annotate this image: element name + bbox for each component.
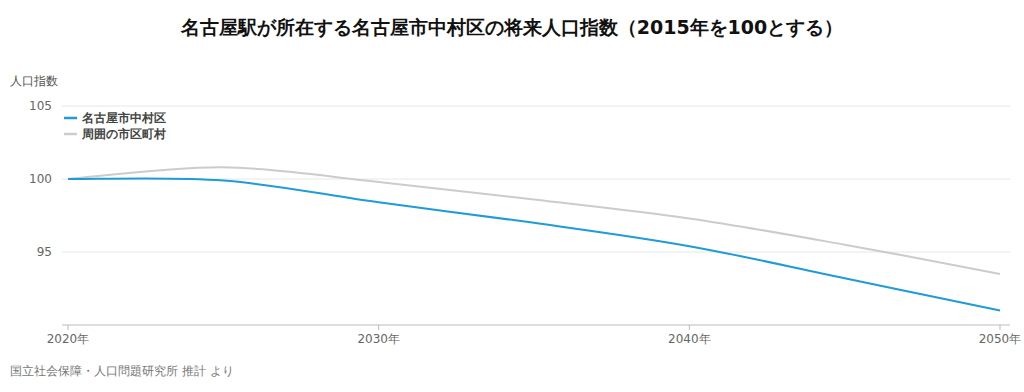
source: 国立社会保障・人口問題研究所 推計 より — [10, 364, 234, 378]
legend-swatch — [64, 133, 77, 136]
y-tick-label: 105 — [29, 99, 52, 113]
legend-label: 名古屋市中村区 — [81, 111, 166, 125]
series-line — [68, 178, 1000, 310]
x-tick-label: 2020年 — [47, 332, 90, 346]
grid-line — [62, 106, 1010, 107]
x-tick — [68, 325, 69, 330]
x-tick — [1000, 325, 1001, 330]
series-line — [68, 167, 1000, 274]
x-tick-label: 2040年 — [668, 332, 711, 346]
legend-swatch — [64, 117, 77, 120]
title: 名古屋駅が所在する名古屋市中村区の将来人口指数（2015年を100とする） — [180, 16, 844, 38]
y-tick-label: 95 — [37, 245, 52, 259]
chart: 名古屋駅が所在する名古屋市中村区の将来人口指数（2015年を100とする） 人口指… — [0, 0, 1024, 392]
x-tick — [689, 325, 690, 330]
series-group — [68, 167, 1000, 310]
legend-label: 周囲の市区町村 — [81, 127, 166, 141]
y-axis-label: 人口指数 — [10, 74, 58, 88]
grid-line — [62, 252, 1010, 253]
x-tick-label: 2030年 — [357, 332, 400, 346]
x-tick — [378, 325, 379, 330]
x-tick-label: 2050年 — [979, 332, 1022, 346]
y-tick-label: 100 — [29, 172, 52, 186]
x-axis-line — [62, 325, 1010, 326]
